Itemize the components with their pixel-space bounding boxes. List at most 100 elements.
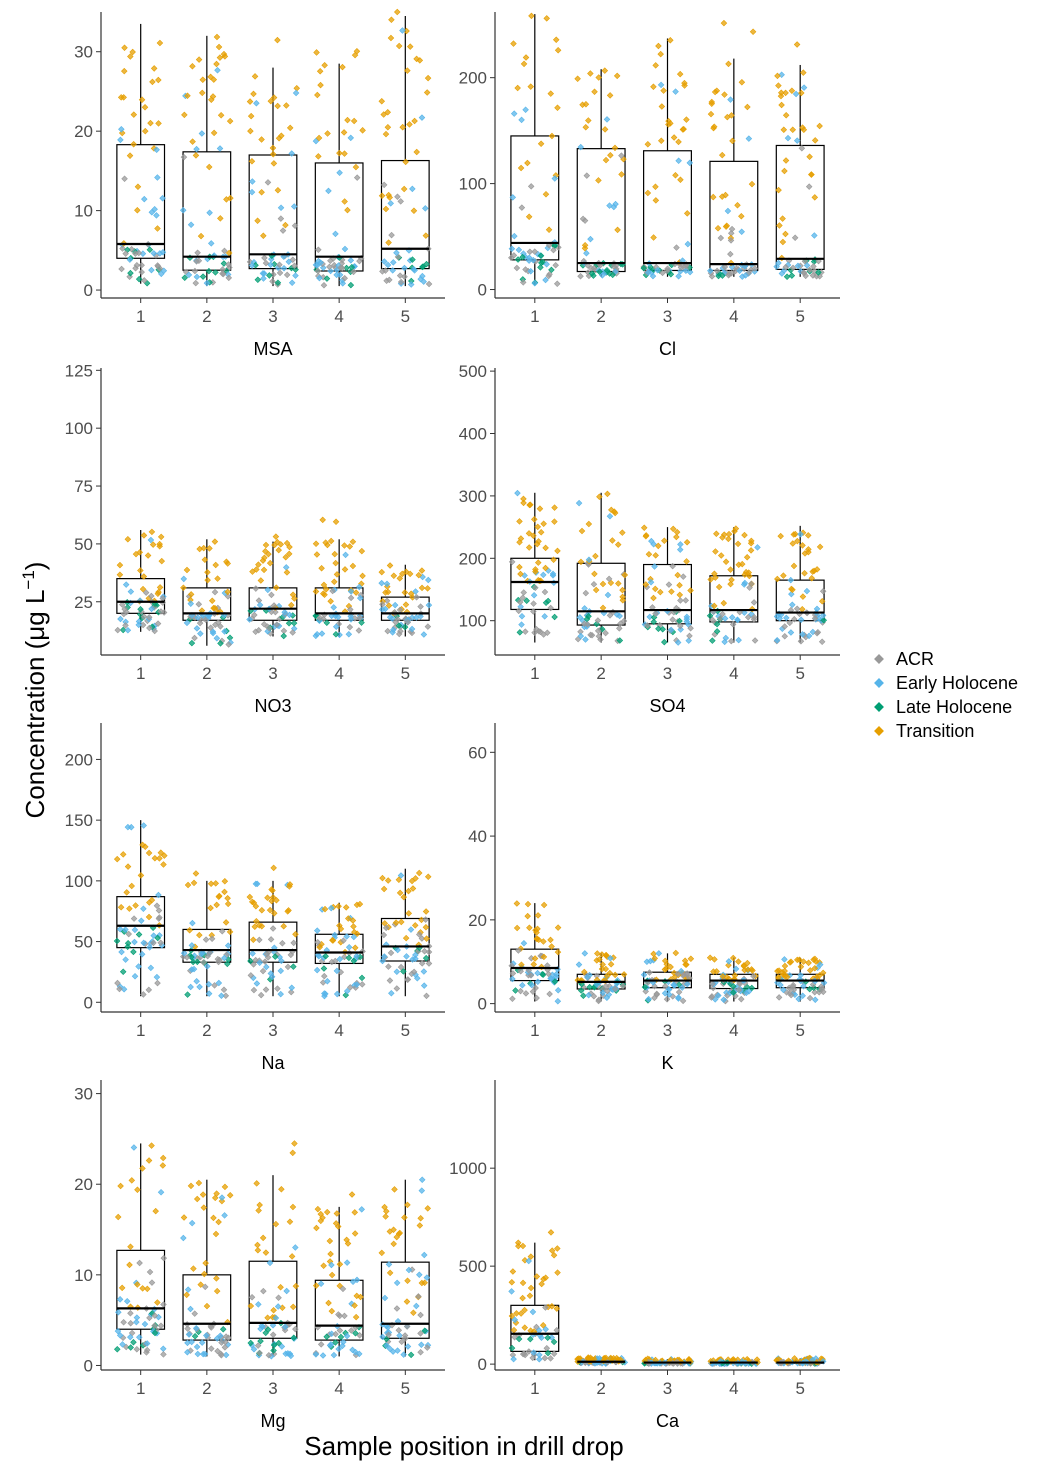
data-point — [352, 1313, 360, 1321]
data-point — [393, 968, 401, 975]
data-point — [791, 234, 799, 241]
data-point — [581, 950, 589, 957]
data-point — [725, 961, 732, 969]
data-point — [395, 876, 403, 884]
data-point — [355, 627, 363, 634]
data-point — [799, 124, 806, 131]
data-point — [548, 1247, 556, 1254]
data-point — [154, 174, 161, 181]
data-point — [209, 93, 217, 100]
data-point — [750, 972, 757, 980]
data-point — [223, 196, 230, 203]
data-point — [683, 961, 690, 968]
data-point — [217, 640, 224, 647]
data-point — [613, 1354, 620, 1362]
data-point — [514, 489, 521, 497]
data-point — [270, 602, 278, 609]
data-point — [326, 263, 333, 271]
data-point — [116, 561, 124, 569]
data-point — [140, 532, 148, 539]
data-point — [661, 982, 669, 990]
data-point — [396, 606, 404, 614]
data-point — [516, 629, 524, 636]
box-so4-3 — [640, 524, 694, 646]
data-point — [554, 997, 562, 1005]
data-point — [819, 612, 827, 619]
data-point — [527, 83, 534, 90]
data-point — [394, 616, 401, 623]
data-point — [250, 1346, 258, 1353]
data-point — [667, 37, 674, 44]
data-point — [197, 1281, 204, 1288]
data-point — [222, 1338, 229, 1346]
data-point — [706, 954, 714, 962]
data-point — [378, 192, 386, 200]
data-point — [218, 992, 225, 1000]
data-point — [127, 1243, 134, 1250]
data-point — [508, 558, 516, 566]
legend-swatch — [874, 678, 884, 688]
data-point — [267, 936, 275, 943]
data-point — [663, 961, 670, 968]
x-tick-label: 4 — [334, 1379, 343, 1398]
data-point — [519, 253, 526, 261]
box-no3-4 — [312, 516, 366, 640]
data-point — [270, 160, 278, 167]
data-point — [539, 971, 547, 978]
data-point — [269, 887, 276, 894]
data-point — [595, 74, 602, 81]
data-point — [412, 875, 419, 882]
data-point — [146, 624, 153, 632]
x-tick-label: 2 — [596, 1379, 605, 1398]
data-point — [386, 276, 393, 284]
data-point — [248, 188, 256, 196]
x-tick-label: 5 — [401, 307, 410, 326]
data-point — [643, 958, 651, 965]
data-point — [116, 1296, 124, 1303]
data-point — [593, 981, 601, 988]
data-point — [520, 939, 528, 947]
box-mg-5 — [378, 1176, 432, 1359]
data-point — [214, 955, 222, 963]
box-na-2 — [180, 870, 234, 1000]
data-point — [117, 903, 125, 911]
data-point — [328, 612, 335, 620]
data-point — [585, 991, 592, 999]
data-point — [530, 591, 538, 599]
data-point — [774, 967, 781, 975]
data-point — [778, 89, 785, 96]
data-point — [218, 1339, 225, 1346]
data-point — [720, 599, 728, 607]
data-point — [386, 1345, 394, 1353]
data-point — [349, 538, 357, 545]
y-tick-label: 1000 — [449, 1159, 487, 1178]
data-point — [206, 949, 214, 957]
data-point — [388, 231, 395, 239]
data-point — [246, 893, 254, 901]
data-point — [355, 1350, 363, 1358]
data-point — [813, 629, 821, 637]
data-point — [145, 986, 153, 994]
data-point — [339, 63, 346, 71]
data-point — [249, 568, 256, 575]
data-point — [126, 1261, 133, 1269]
data-point — [138, 951, 146, 958]
data-point — [515, 1335, 523, 1343]
data-point — [264, 586, 272, 594]
data-point — [181, 111, 188, 119]
data-point — [133, 1314, 141, 1321]
data-point — [350, 957, 358, 965]
data-point — [707, 110, 715, 118]
data-point — [261, 254, 268, 262]
data-point — [547, 90, 555, 97]
data-point — [406, 121, 413, 128]
data-point — [404, 1277, 411, 1285]
data-point — [718, 151, 726, 159]
box-rect — [576, 562, 626, 626]
data-point — [425, 280, 433, 288]
data-point — [145, 849, 153, 857]
data-point — [270, 94, 278, 101]
data-point — [684, 980, 691, 988]
data-point — [620, 971, 628, 978]
